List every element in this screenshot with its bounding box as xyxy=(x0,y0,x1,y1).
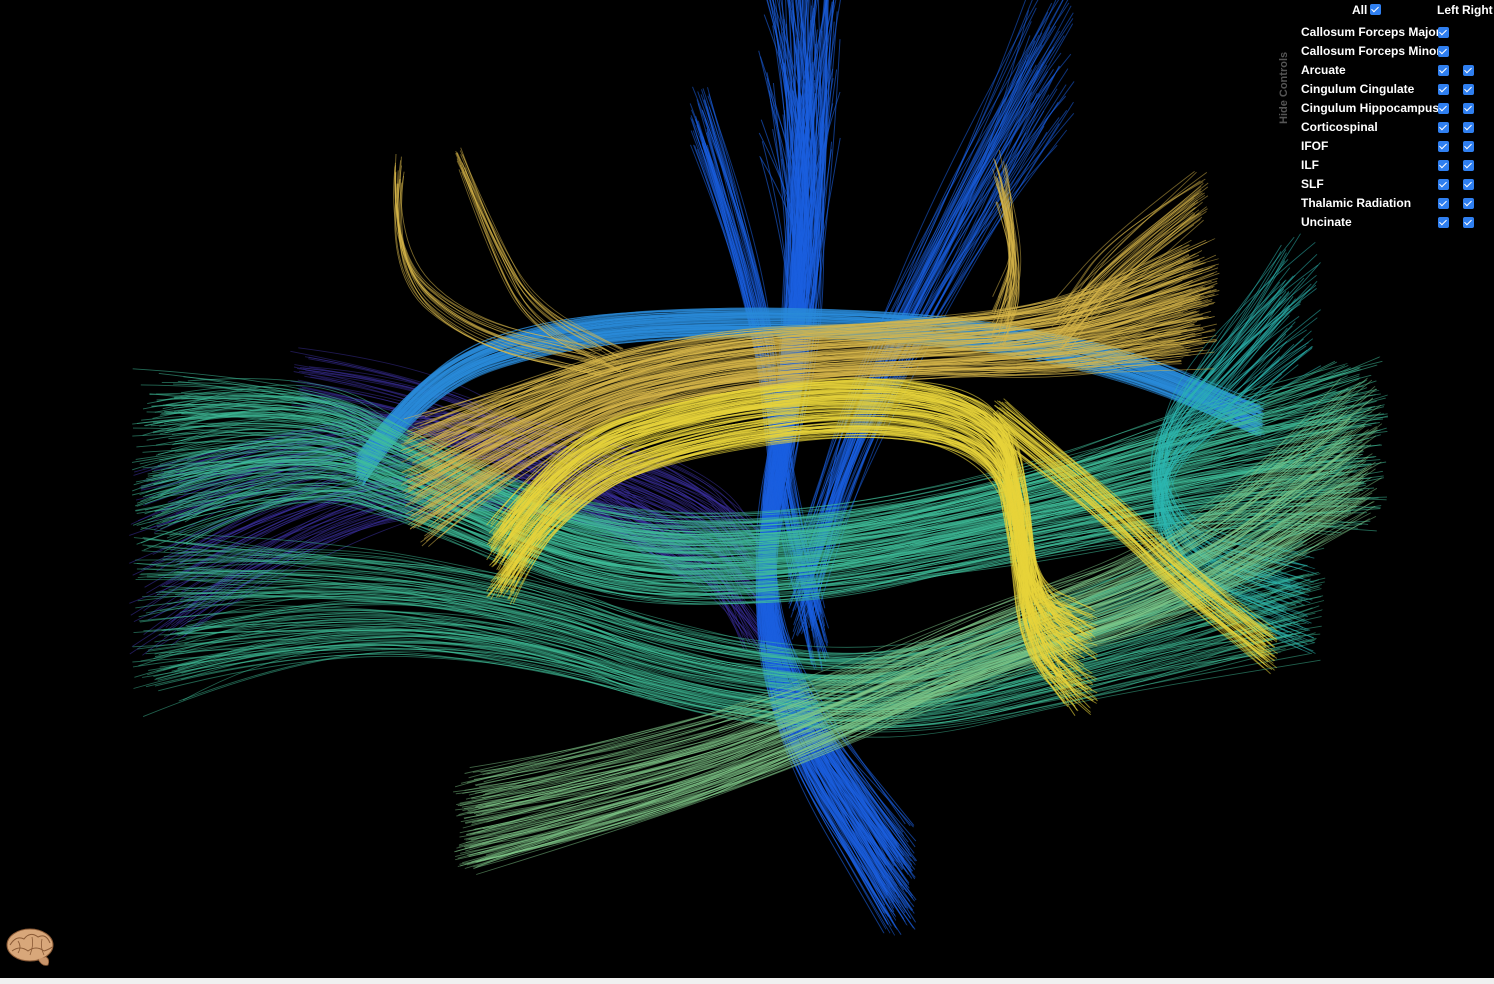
tract-left-checkbox[interactable] xyxy=(1438,160,1449,171)
ifof-fibers xyxy=(131,356,1389,738)
tract-label: Callosum Forceps Minor xyxy=(1301,44,1442,58)
left-column-label: Left xyxy=(1437,3,1459,17)
tract-label: ILF xyxy=(1301,158,1319,172)
arcuate-fibers xyxy=(486,377,1278,716)
tract-label: Corticospinal xyxy=(1301,120,1378,134)
tract-label: Uncinate xyxy=(1301,215,1352,229)
tract-left-checkbox[interactable] xyxy=(1438,198,1449,209)
bottom-strip xyxy=(0,978,1494,984)
tract-right-checkbox[interactable] xyxy=(1463,84,1474,95)
tract-left-checkbox[interactable] xyxy=(1438,46,1449,57)
tract-left-checkbox[interactable] xyxy=(1438,141,1449,152)
tract-right-checkbox[interactable] xyxy=(1463,122,1474,133)
right-column-label: Right xyxy=(1462,3,1493,17)
slf-fibers xyxy=(393,147,1220,547)
all-label: All xyxy=(1352,3,1368,17)
tract-label: SLF xyxy=(1301,177,1324,191)
tract-left-checkbox[interactable] xyxy=(1438,27,1449,38)
tract-right-checkbox[interactable] xyxy=(1463,141,1474,152)
tract-label: Thalamic Radiation xyxy=(1301,196,1412,210)
tract-left-checkbox[interactable] xyxy=(1438,84,1449,95)
tract-label: Arcuate xyxy=(1301,63,1346,77)
tract-left-checkbox[interactable] xyxy=(1438,217,1449,228)
tract-label: Cingulum Hippocampus xyxy=(1301,101,1439,115)
tract-left-checkbox[interactable] xyxy=(1438,103,1449,114)
tract-right-checkbox[interactable] xyxy=(1463,179,1474,190)
ilf-fibers xyxy=(453,377,1383,875)
tract-right-checkbox[interactable] xyxy=(1463,65,1474,76)
tract-left-checkbox[interactable] xyxy=(1438,122,1449,133)
tract-left-checkbox[interactable] xyxy=(1438,179,1449,190)
tract-right-checkbox[interactable] xyxy=(1463,103,1474,114)
all-checkbox[interactable] xyxy=(1370,4,1381,15)
cingulum-fibers xyxy=(354,307,1265,487)
tract-right-checkbox[interactable] xyxy=(1463,217,1474,228)
tract-right-checkbox[interactable] xyxy=(1463,160,1474,171)
tract-label: IFOF xyxy=(1301,139,1329,153)
tract-label: Cingulum Cingulate xyxy=(1301,82,1415,96)
tract-right-checkbox[interactable] xyxy=(1463,198,1474,209)
brain-icon[interactable] xyxy=(4,925,58,969)
tract-label: Callosum Forceps Major xyxy=(1301,25,1441,39)
tract-left-checkbox[interactable] xyxy=(1438,65,1449,76)
